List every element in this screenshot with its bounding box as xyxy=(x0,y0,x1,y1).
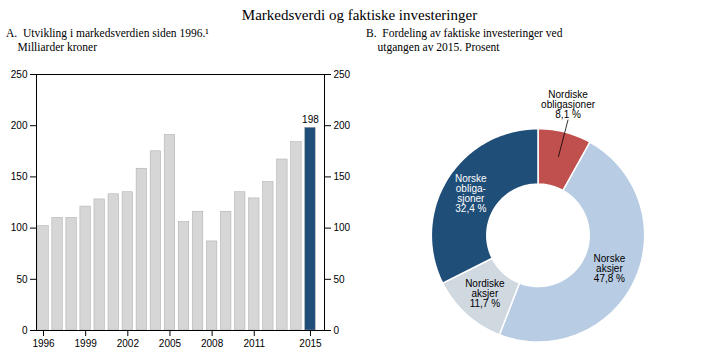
svg-text:200: 200 xyxy=(334,120,351,131)
svg-text:2005: 2005 xyxy=(159,338,182,349)
svg-text:Norskeobliga-sjoner32,4 %: Norskeobliga-sjoner32,4 % xyxy=(455,173,487,214)
svg-text:2015: 2015 xyxy=(299,338,322,349)
svg-text:1999: 1999 xyxy=(75,338,98,349)
html-text:Markedsverdi og faktiske inves: Markedsverdi og faktiske investeringer xyxy=(241,7,478,23)
svg-text:2011: 2011 xyxy=(243,338,265,349)
svg-text:2002: 2002 xyxy=(117,338,140,349)
svg-text:250: 250 xyxy=(334,69,351,80)
svg-text:150: 150 xyxy=(334,171,351,182)
svg-text:198: 198 xyxy=(302,114,319,125)
svg-text:100: 100 xyxy=(334,222,351,233)
svg-text:0: 0 xyxy=(22,325,28,336)
svg-text:Norskeaksjer47,8 %: Norskeaksjer47,8 % xyxy=(594,253,626,284)
svg-text:100: 100 xyxy=(11,222,28,233)
svg-text:250: 250 xyxy=(11,69,28,80)
svg-text:1996: 1996 xyxy=(32,338,55,349)
svg-text:2008: 2008 xyxy=(201,338,224,349)
svg-text:200: 200 xyxy=(11,120,28,131)
svg-text:50: 50 xyxy=(16,274,28,285)
svg-text:Nordiskeaksjer11,7 %: Nordiskeaksjer11,7 % xyxy=(465,278,505,309)
html-text:B. Fordeling av faktiske inves: B. Fordeling av faktiske investeringer v… xyxy=(366,27,563,53)
svg-text:Nordiskeobligasjoner8,1 %: Nordiskeobligasjoner8,1 % xyxy=(541,89,596,120)
html-text:A. Utvikling i markedsverdien: A. Utvikling i markedsverdien siden 1996… xyxy=(6,27,209,53)
svg-text:50: 50 xyxy=(334,274,346,285)
svg-text:0: 0 xyxy=(334,325,340,336)
svg-text:150: 150 xyxy=(11,171,28,182)
